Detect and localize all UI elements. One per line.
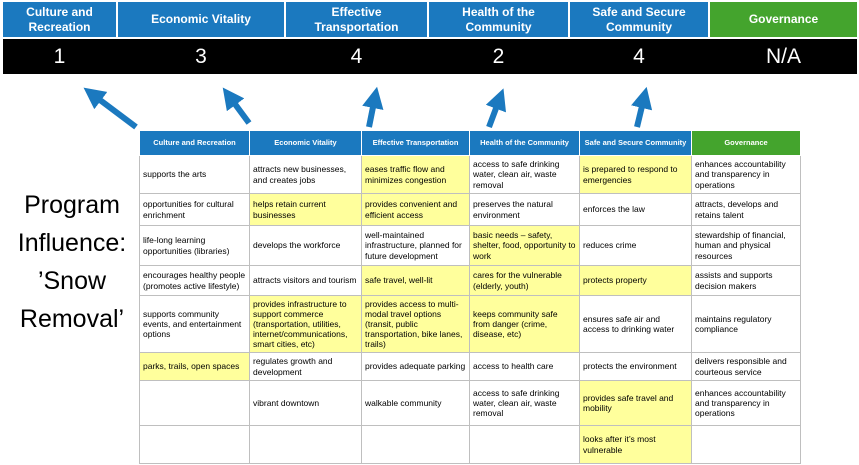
matrix-header-safe-and-secure-community: Safe and Secure Community bbox=[579, 130, 692, 156]
matrix-row-7: vibrant downtown walkable community access… bbox=[139, 380, 801, 426]
matrix-cell-attracts-visitors-and-tourism: attracts visitors and tourism bbox=[249, 265, 362, 296]
pillar-score-effective-transportation: 4 bbox=[350, 44, 363, 68]
matrix-cell-provides-access-to-multi-modal-travel-op: provides access to multi-modal travel op… bbox=[361, 295, 470, 353]
influence-arrow-3 bbox=[362, 86, 384, 128]
matrix-cell-reduces-crime: reduces crime bbox=[579, 225, 692, 266]
matrix-cell-maintains-regulatory-compliance: maintains regulatory compliance bbox=[691, 295, 801, 353]
pillar-score-governance: N/A bbox=[765, 44, 801, 68]
matrix-cell-provides-infrastructure-to-support-comme: provides infrastructure to support comme… bbox=[249, 295, 362, 353]
matrix-cell-parks-trails-open-spaces: parks, trails, open spaces bbox=[139, 352, 250, 381]
influence-arrow-1 bbox=[83, 87, 138, 130]
pillar-header-economic-vitality: Economic Vitality bbox=[118, 2, 284, 37]
matrix-cell-walkable-community: walkable community bbox=[361, 380, 470, 426]
program-title: Program Influence: ’Snow Removal’ bbox=[2, 186, 142, 338]
pillar-header-culture-and-recreation: Culture and Recreation bbox=[3, 2, 116, 37]
pillar-score-culture-and-recreation: 1 bbox=[53, 44, 66, 68]
matrix-cell-delivers-responsible-and-courteous-servi: delivers responsible and courteous servi… bbox=[691, 352, 801, 381]
matrix-row-8: looks after it’s most vulnerable bbox=[139, 425, 801, 464]
matrix-cell-enhances-accountability-and-transparency: enhances accountability and transparency… bbox=[691, 380, 801, 426]
influence-matrix: Culture and Recreation Economic Vitality E… bbox=[139, 130, 801, 464]
matrix-cell-protects-the-environment: protects the environment bbox=[579, 352, 692, 381]
matrix-cell-attracts-new-businesses-and-creates-jobs: attracts new businesses, and creates job… bbox=[249, 155, 362, 194]
matrix-cell-cares-for-the-vulnerable-elderly-youth: cares for the vulnerable (elderly, youth… bbox=[469, 265, 580, 296]
program-title-line-1: Program bbox=[24, 191, 120, 219]
matrix-cell-life-long-learning-opportunities-librari: life-long learning opportunities (librar… bbox=[139, 225, 250, 266]
matrix-header-governance: Governance bbox=[691, 130, 801, 156]
pillar-score-row: 1 3 4 2 4 N/A bbox=[3, 39, 857, 74]
matrix-cell-provides-convenient-and-efficient-access: provides convenient and efficient access bbox=[361, 193, 470, 226]
matrix-row-1: supports the arts attracts new businesses… bbox=[139, 155, 801, 194]
pillar-score-economic-vitality: 3 bbox=[195, 44, 207, 68]
matrix-cell-supports-the-arts: supports the arts bbox=[139, 155, 250, 194]
matrix-cell-access-to-safe-drinking-water-clean-air-: access to safe drinking water, clean air… bbox=[469, 380, 580, 426]
matrix-cell-supports-community-events-and-entertainm: supports community events, and entertain… bbox=[139, 295, 250, 353]
matrix-cell-protects-property: protects property bbox=[579, 265, 692, 296]
matrix-cell-empty bbox=[469, 425, 580, 464]
matrix-cell-empty bbox=[139, 380, 250, 426]
matrix-header-row: Culture and Recreation Economic Vitality E… bbox=[139, 130, 801, 156]
program-title-line-4: Removal’ bbox=[19, 305, 125, 333]
matrix-cell-provides-safe-travel-and-mobility: provides safe travel and mobility bbox=[579, 380, 692, 426]
program-title-line-3: ’Snow bbox=[37, 267, 107, 295]
pillar-header-effective-transportation: Effective Transportation bbox=[286, 2, 427, 37]
matrix-cell-empty bbox=[249, 425, 362, 464]
matrix-cell-enforces-the-law: enforces the law bbox=[579, 193, 692, 226]
matrix-cell-access-to-health-care: access to health care bbox=[469, 352, 580, 381]
matrix-cell-helps-retain-current-businesses: helps retain current businesses bbox=[249, 193, 362, 226]
matrix-cell-empty bbox=[139, 425, 250, 464]
pillar-header-safe-and-secure-community: Safe and Secure Community bbox=[570, 2, 708, 37]
matrix-cell-looks-after-it-s-most-vulnerable: looks after it’s most vulnerable bbox=[579, 425, 692, 464]
pillar-scoreboard: Culture and Recreation Economic Vitality E… bbox=[3, 2, 857, 74]
matrix-cell-assists-and-supports-decision-makers: assists and supports decision makers bbox=[691, 265, 801, 296]
matrix-cell-ensures-safe-air-and-access-to-drinking-: ensures safe air and access to drinking … bbox=[579, 295, 692, 353]
matrix-cell-attracts-develops-and-retains-talent: attracts, develops and retains talent bbox=[691, 193, 801, 226]
matrix-cell-access-to-safe-drinking-water-clean-air-: access to safe drinking water, clean air… bbox=[469, 155, 580, 194]
matrix-cell-stewardship-of-financial-human-and-physi: stewardship of financial, human and phys… bbox=[691, 225, 801, 266]
matrix-cell-well-maintained-infrastructure-planned-f: well-maintained infrastructure, planned … bbox=[361, 225, 470, 266]
matrix-cell-basic-needs-safety-shelter-food-opportun: basic needs – safety, shelter, food, opp… bbox=[469, 225, 580, 266]
matrix-row-2: opportunities for cultural enrichment hel… bbox=[139, 193, 801, 226]
matrix-header-effective-transportation: Effective Transportation bbox=[361, 130, 470, 156]
matrix-cell-develops-the-workforce: develops the workforce bbox=[249, 225, 362, 266]
pillar-header-governance: Governance bbox=[710, 2, 857, 37]
matrix-cell-provides-adequate-parking: provides adequate parking bbox=[361, 352, 470, 381]
pillar-header-row: Culture and Recreation Economic Vitality E… bbox=[3, 2, 857, 37]
matrix-cell-keeps-community-safe-from-danger-crime-d: keeps community safe from danger (crime,… bbox=[469, 295, 580, 353]
matrix-cell-is-prepared-to-respond-to-emergencies: is prepared to respond to emergencies bbox=[579, 155, 692, 194]
matrix-cell-empty bbox=[361, 425, 470, 464]
pillar-header-health-of-the-community: Health of the Community bbox=[429, 2, 568, 37]
matrix-row-3: life-long learning opportunities (librar… bbox=[139, 225, 801, 266]
matrix-row-4: encourages healthy people (promotes acti… bbox=[139, 265, 801, 296]
matrix-cell-enhances-accountability-and-transparency: enhances accountability and transparency… bbox=[691, 155, 801, 194]
matrix-row-6: parks, trails, open spaces regulates grow… bbox=[139, 352, 801, 381]
program-title-line-2: Influence: bbox=[17, 229, 127, 257]
matrix-cell-preserves-the-natural-environment: preserves the natural environment bbox=[469, 193, 580, 226]
matrix-cell-encourages-healthy-people-promotes-activ: encourages healthy people (promotes acti… bbox=[139, 265, 250, 296]
influence-arrow-4 bbox=[485, 88, 507, 129]
matrix-body: supports the arts attracts new businesses… bbox=[139, 155, 801, 464]
matrix-cell-vibrant-downtown: vibrant downtown bbox=[249, 380, 362, 426]
matrix-cell-eases-traffic-flow-and-minimizes-congest: eases traffic flow and minimizes congest… bbox=[361, 155, 470, 194]
matrix-header-economic-vitality: Economic Vitality bbox=[249, 130, 362, 156]
matrix-cell-safe-travel-well-lit: safe travel, well-lit bbox=[361, 265, 470, 296]
matrix-cell-regulates-growth-and-development: regulates growth and development bbox=[249, 352, 362, 381]
matrix-row-5: supports community events, and entertain… bbox=[139, 295, 801, 353]
pillar-score-safe-and-secure-community: 4 bbox=[633, 44, 645, 68]
matrix-cell-empty bbox=[691, 425, 801, 464]
influence-arrow-5 bbox=[631, 86, 653, 128]
matrix-header-health-of-the-community: Health of the Community bbox=[469, 130, 580, 156]
pillar-score-health-of-the-community: 2 bbox=[492, 44, 505, 68]
influence-arrow-2 bbox=[222, 87, 252, 125]
matrix-header-culture-and-recreation: Culture and Recreation bbox=[139, 130, 250, 156]
matrix-cell-opportunities-for-cultural-enrichment: opportunities for cultural enrichment bbox=[139, 193, 250, 226]
